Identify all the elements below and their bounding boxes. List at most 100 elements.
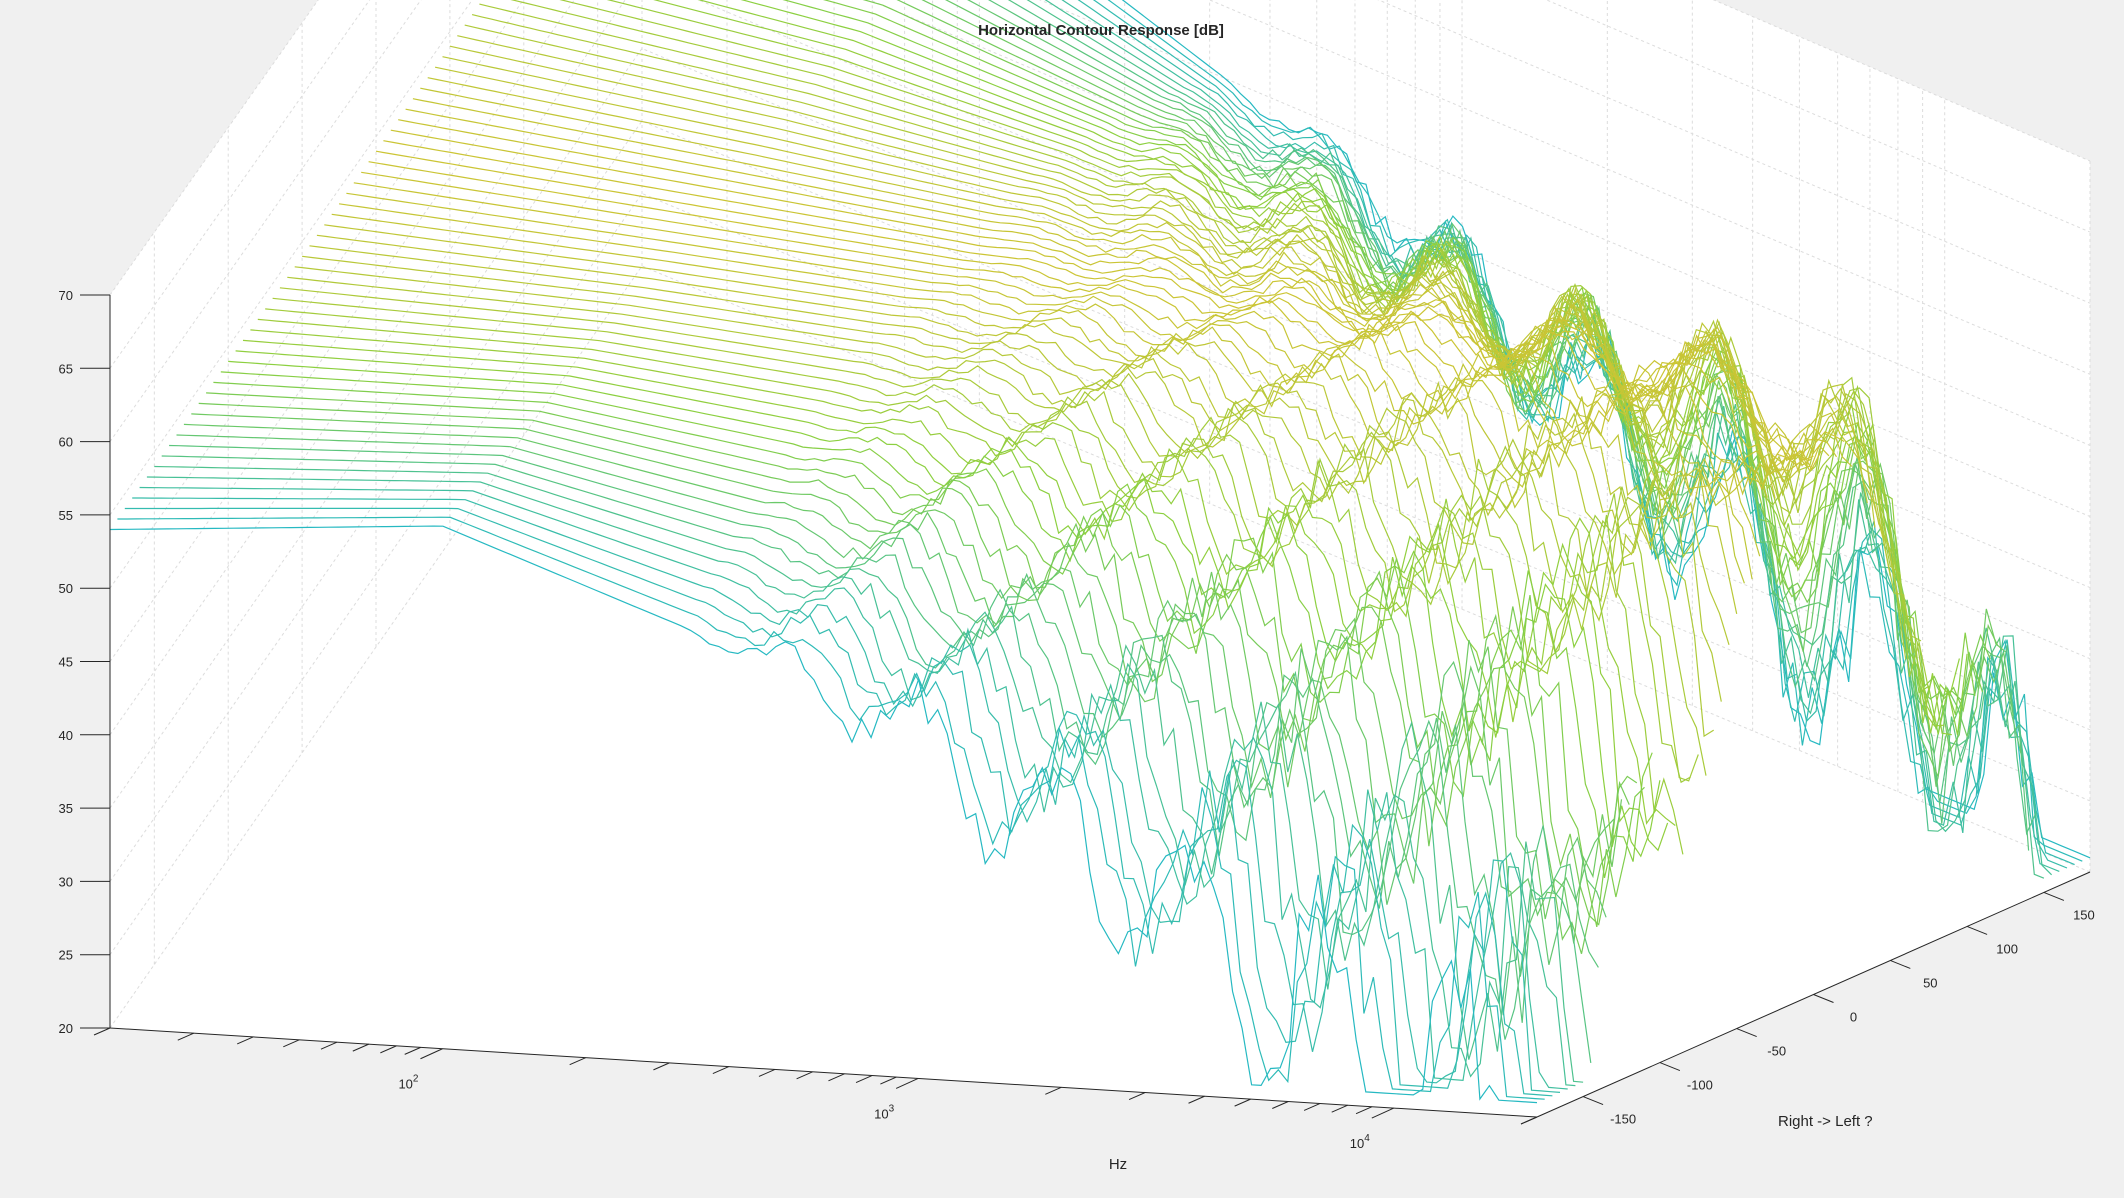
tick-labels: 20 25 30 35 40 45 50 55 60 65 70 102 103 104 -150 -100 -…	[59, 288, 2095, 1151]
surface-curve	[1007, 0, 2037, 836]
x-minor-tick	[1188, 1095, 1205, 1104]
y-tick-label: -50	[1767, 1044, 1786, 1059]
x-axis-label: Hz	[1109, 1156, 1127, 1173]
surface-curve	[161, 455, 1592, 1063]
surface-curve	[353, 182, 1792, 496]
x-minor-tick	[828, 1073, 845, 1082]
x-minor-tick	[796, 1071, 813, 1080]
surface-curve	[272, 297, 1707, 776]
surface-curve	[294, 266, 1730, 645]
surface-curve	[316, 234, 1753, 580]
x-minor-tick	[93, 1027, 111, 1036]
y-tick-mark	[1966, 925, 1988, 935]
x-tick-label: 103	[874, 1103, 894, 1121]
surface-curve	[198, 402, 1630, 954]
surface-curve	[361, 171, 1799, 486]
grid-line-level	[109, 192, 2091, 955]
x-minor-tick	[1128, 1092, 1146, 1101]
surface-curve	[427, 77, 1868, 504]
grid-line-level	[109, 0, 2091, 296]
surface-curve	[1044, 0, 2053, 876]
x-minor-tick	[1045, 1086, 1062, 1095]
surface-curve	[279, 287, 1715, 738]
grid-line-level	[109, 0, 2091, 516]
surface-curve	[169, 444, 1599, 1023]
y-tick-mark	[1659, 1062, 1681, 1072]
surface-curve	[383, 140, 1822, 471]
x-tick-label: 102	[398, 1074, 418, 1092]
pane-back-wall	[642, 0, 2090, 872]
surface-curve	[213, 381, 1645, 928]
grid-line-level	[109, 47, 2091, 809]
x-minor-tick	[712, 1066, 730, 1075]
x-major-tick	[895, 1077, 919, 1089]
x-minor-tick	[653, 1062, 670, 1071]
surface-curve	[1092, 0, 2075, 866]
surface-curve	[559, 0, 1937, 724]
grid-line-level	[109, 0, 2091, 589]
z-tick-label: 30	[59, 874, 73, 889]
surface-curve	[398, 119, 1838, 474]
x-minor-tick	[320, 1041, 338, 1050]
grid-line-level	[109, 265, 2091, 1029]
y-tick-mark	[1890, 960, 1911, 969]
x-minor-tick	[1520, 1116, 1538, 1125]
surface-curve	[146, 476, 1576, 1087]
surface-curve	[1061, 0, 2060, 872]
z-tick-label: 40	[59, 728, 73, 743]
z-tick-label: 45	[59, 655, 73, 670]
surface-curve	[117, 516, 1545, 1100]
grid-line-level	[109, 0, 2091, 662]
y-tick-label: 150	[2073, 907, 2095, 922]
x-minor-tick	[855, 1075, 873, 1083]
x-minor-tick	[352, 1043, 369, 1052]
surface-curve	[945, 0, 2014, 787]
surface-curve	[1077, 0, 2068, 869]
x-minor-tick	[880, 1076, 897, 1085]
surface-curve	[442, 56, 1884, 537]
x-minor-tick	[1331, 1104, 1348, 1113]
surface-curve	[697, 0, 1960, 734]
surface-curve	[139, 486, 1568, 1090]
x-minor-tick	[236, 1036, 254, 1045]
surface-curve	[606, 0, 1945, 727]
surface-curve	[265, 308, 1699, 782]
surface-curve	[471, 14, 1914, 653]
surface-curve	[967, 0, 2022, 766]
axes	[80, 294, 2091, 1125]
chart-title: Horizontal Contour Response [dB]	[978, 22, 1224, 39]
surface-curve	[782, 0, 1976, 730]
z-tick-label: 20	[59, 1021, 73, 1036]
surface-curve	[464, 24, 1907, 660]
z-tick-label: 60	[59, 435, 73, 450]
surface-curve	[346, 192, 1784, 499]
x-minor-tick	[1355, 1106, 1373, 1115]
y-tick-label: -150	[1610, 1112, 1636, 1127]
surface-curve	[434, 66, 1876, 528]
z-tick-label: 50	[59, 581, 73, 596]
x-minor-tick	[283, 1039, 300, 1048]
y-axis-label: Right -> Left ?	[1778, 1113, 1873, 1130]
surface-curve	[510, 0, 1930, 691]
y-tick-mark	[1736, 1028, 1757, 1037]
surface-curve	[896, 0, 1999, 753]
surface-curve	[420, 87, 1861, 467]
surface-curve	[457, 35, 1899, 598]
z-tick-label: 70	[59, 288, 73, 303]
grid-line-level	[109, 0, 2091, 369]
y-tick-label: 0	[1850, 1010, 1857, 1025]
surface-curve	[109, 525, 1538, 1104]
y-tick-mark	[1582, 1096, 1604, 1106]
grid-lines	[109, 0, 2091, 1029]
surface-curve	[653, 0, 1952, 736]
x-tick-label: 104	[1350, 1133, 1370, 1151]
surface-curve	[309, 245, 1745, 584]
surface-curve	[390, 129, 1830, 473]
surface-curve	[375, 150, 1814, 468]
surface-curve	[822, 0, 1984, 713]
surface-curve	[132, 497, 1561, 1093]
surface-curve	[206, 392, 1638, 926]
z-tick-label: 65	[59, 361, 73, 376]
surface-curve	[988, 0, 2030, 851]
